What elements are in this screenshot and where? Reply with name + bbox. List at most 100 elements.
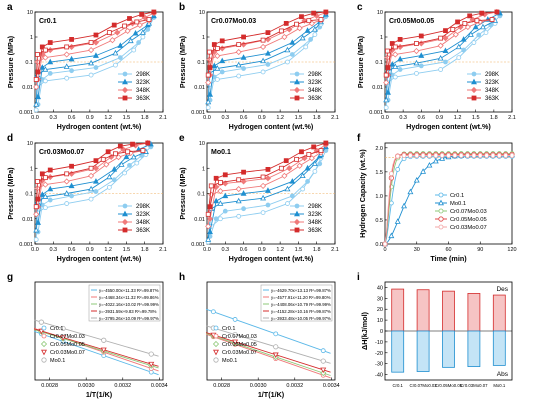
data-point [47, 70, 53, 76]
fit-line [33, 330, 159, 376]
data-point [294, 21, 300, 27]
data-point [395, 166, 401, 172]
data-point [140, 34, 146, 40]
y-tick-label: -20 [375, 351, 383, 357]
data-point [455, 19, 460, 25]
data-point [39, 171, 45, 177]
data-point [286, 165, 293, 172]
data-point [111, 22, 117, 28]
x-tick-label: 0.3 [49, 247, 57, 253]
x-tick-label: 0.0 [31, 115, 39, 121]
x-tick-label: 0.3 [221, 247, 229, 253]
x-tick-label: 120 [507, 247, 516, 253]
data-point [414, 153, 420, 158]
data-point [205, 98, 212, 105]
data-point [413, 59, 420, 66]
data-point [385, 48, 390, 54]
data-point [106, 30, 112, 35]
legend-label: 363K [136, 228, 150, 234]
data-point [509, 153, 515, 158]
data-point [432, 157, 439, 164]
x-tick-label: 0.0 [203, 115, 211, 121]
data-point [93, 32, 99, 38]
data-point [401, 202, 408, 209]
data-point [88, 172, 95, 179]
data-point [42, 205, 48, 211]
data-point [100, 347, 107, 354]
data-point [33, 107, 39, 113]
legend-marker [294, 71, 300, 77]
data-point [106, 173, 113, 180]
plot-frame [206, 281, 336, 381]
x-tick-label: 1.8 [490, 115, 498, 121]
data-point [284, 46, 291, 53]
data-point [236, 73, 242, 79]
y-axis-label: Hydrogen Capacity (wt.%) [358, 149, 367, 238]
data-point [397, 55, 404, 62]
x-tick-label: 1.2 [276, 115, 284, 121]
legend-marker [122, 78, 128, 85]
data-point [111, 177, 117, 183]
data-point [38, 328, 45, 335]
data-point [232, 317, 238, 322]
x-tick-label: 1.5 [295, 247, 303, 253]
data-point [438, 67, 444, 72]
equation-label: y=-4629.70x+13.13 R²=99.87% [271, 288, 331, 293]
legend-label: 348K [308, 220, 322, 226]
y-tick-label: 10 [199, 10, 205, 16]
data-point [304, 27, 311, 33]
series-line-desorption [35, 20, 150, 88]
data-point [260, 194, 267, 201]
data-point [69, 193, 74, 199]
legend-label: 298K [308, 204, 322, 210]
y-tick-label: 0.1 [375, 60, 383, 66]
data-point [109, 37, 116, 44]
data-point [474, 18, 480, 24]
x-tick-label: 1.8 [141, 247, 149, 253]
panel-letter: d [7, 133, 13, 144]
data-point [483, 30, 489, 35]
data-point [382, 241, 388, 247]
data-point [278, 28, 284, 34]
y-axis-label: Pressure (MPa) [356, 35, 365, 88]
data-point [383, 79, 390, 86]
y-tick-label: 0.01 [22, 217, 33, 223]
data-point [397, 37, 403, 42]
data-point [395, 153, 401, 159]
y-tick-label: 1 [202, 166, 205, 172]
x-tick-label: 1.2 [276, 247, 284, 253]
data-point [471, 40, 477, 45]
x-axis-label: 1/T(1/K) [86, 390, 113, 399]
data-point [105, 149, 111, 155]
data-point [60, 335, 67, 341]
data-point [442, 47, 449, 54]
y-axis-label: ΔH(kJ/mol) [360, 311, 369, 350]
y-tick-label: 0.1 [25, 60, 33, 66]
y-tick-label: 0.01 [194, 217, 205, 223]
data-point [240, 190, 247, 196]
panel-title: Cr0.05Mo0.05 [389, 18, 434, 25]
data-point [311, 10, 317, 16]
data-point [63, 63, 70, 69]
data-point [260, 182, 267, 189]
data-point [312, 169, 318, 174]
legend-marker [294, 210, 300, 217]
data-point [39, 191, 46, 197]
data-point [127, 162, 132, 168]
legend-label: Cr0.07Mo0.03 [50, 334, 85, 340]
pct-panel-e: 0.001 0.01 0.1 1 10 0.0 0.3 0.6 0.9 1.2 1.5 1.8 2.1 H… [178, 133, 339, 263]
data-point [47, 167, 53, 173]
data-point [389, 61, 396, 67]
data-point [64, 75, 70, 81]
data-point [443, 59, 448, 65]
data-point [122, 170, 127, 176]
data-point [260, 210, 266, 216]
data-point [114, 29, 121, 36]
y-tick-label: 0.001 [19, 110, 33, 116]
data-point [241, 169, 246, 175]
data-point [92, 39, 100, 46]
data-point [420, 168, 427, 174]
data-point [222, 172, 228, 178]
data-point [446, 153, 451, 158]
equation-label: y=-3931.59x+9.83 R²=99.78% [99, 309, 157, 314]
